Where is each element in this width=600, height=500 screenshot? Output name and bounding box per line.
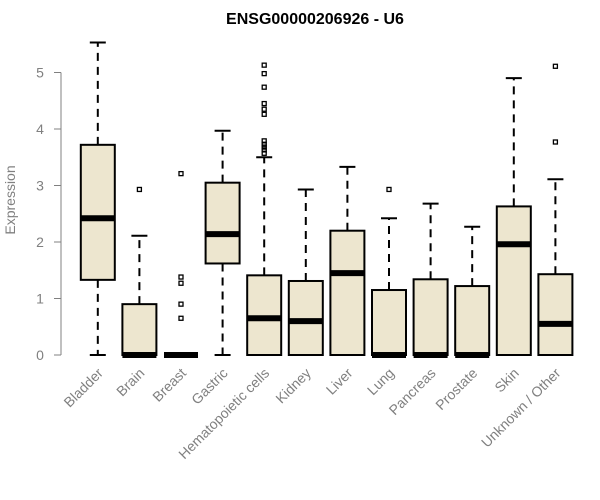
y-tick-label: 0 [36, 347, 44, 363]
x-category-label: Unknown / Other [478, 365, 564, 451]
y-axis: 0 1 2 3 4 5 [36, 65, 62, 363]
box-iqr [371, 289, 407, 356]
box-12 [537, 63, 574, 356]
outlier-point [386, 186, 392, 193]
box-2 [121, 186, 158, 358]
outlier-point [261, 84, 267, 90]
y-axis-title: Expression [2, 165, 18, 234]
box-iqr [537, 273, 574, 356]
box-4 [204, 129, 241, 356]
y-tick-label: 4 [36, 121, 44, 137]
box-iqr [329, 229, 366, 356]
box-8 [371, 186, 407, 358]
outlier-point [178, 315, 184, 321]
outlier-point [136, 186, 143, 193]
box-iqr [412, 278, 449, 357]
box-11 [495, 77, 532, 356]
outlier-point [178, 170, 184, 177]
x-category-label: Bladder [60, 365, 106, 411]
box-6 [287, 188, 324, 356]
outlier-point [261, 106, 267, 112]
x-category-label: Breast [149, 365, 189, 405]
outlier-point [261, 62, 267, 68]
box-iqr [287, 279, 324, 356]
outlier-point [261, 144, 267, 150]
x-category-label: Skin [491, 365, 522, 396]
outlier-point [552, 139, 559, 145]
box-iqr [121, 303, 158, 356]
box-iqr [246, 274, 283, 356]
chart-title: ENSG00000206926 - U6 [226, 11, 404, 28]
box-7 [329, 165, 366, 356]
boxes [79, 41, 574, 358]
box-3 [164, 170, 198, 358]
y-tick-label: 5 [36, 65, 44, 81]
outlier-point [261, 138, 267, 144]
outlier-point [261, 100, 267, 107]
y-tick-label: 1 [36, 291, 44, 307]
outlier-point [178, 301, 184, 307]
x-category-label: Brain [113, 365, 147, 399]
outlier-point [552, 63, 559, 69]
x-category-label: Prostate [432, 365, 480, 413]
box-iqr [204, 181, 241, 265]
x-category-label: Kidney [272, 365, 314, 407]
y-tick-label: 2 [36, 234, 44, 250]
outlier-point [178, 274, 184, 280]
box-1 [79, 41, 116, 356]
box-10 [454, 225, 491, 358]
box-iqr [79, 143, 116, 281]
box-iqr [454, 285, 491, 357]
outlier-point [261, 111, 267, 117]
box-iqr [495, 205, 532, 356]
x-category-label: Liver [323, 365, 356, 398]
outlier-point [178, 280, 184, 286]
box-9 [412, 202, 449, 358]
x-category-label: Lung [364, 365, 397, 398]
outlier-point [261, 70, 267, 77]
box-5 [246, 62, 283, 356]
y-tick-label: 3 [36, 178, 44, 194]
outlier-point [261, 147, 267, 153]
